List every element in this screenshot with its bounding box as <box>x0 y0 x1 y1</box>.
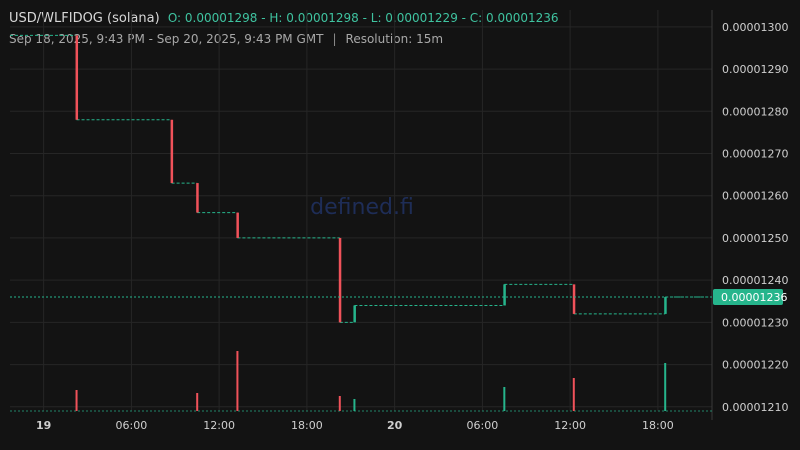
price-step <box>338 237 342 323</box>
volume-bars <box>10 351 712 412</box>
current-price-tag: 0.00001236 <box>713 289 787 306</box>
pair-symbol: USD/WLFIDOG (solana) <box>9 11 160 26</box>
volume-bar <box>572 378 575 411</box>
chart-grid <box>10 10 713 420</box>
ohlc-readout: O: 0.00001298 - H: 0.00001298 - L: 0.000… <box>167 11 559 25</box>
x-tick-label: 12:00 <box>554 419 586 432</box>
price-tag-bg <box>713 289 783 306</box>
y-tick-label: 0.00001230 <box>722 316 788 329</box>
x-tick-label: 06:00 <box>116 419 148 432</box>
volume-bar <box>353 399 356 411</box>
chart-header-title: USD/WLFIDOG (solana) O: 0.00001298 - H: … <box>9 11 559 26</box>
y-axis: 0.00001210 0.00001220 0.00001230 0.00001240… <box>722 21 788 414</box>
price-tag-label: 0.00001236 <box>721 291 787 304</box>
price-step <box>353 305 356 323</box>
x-tick-label: 12:00 <box>203 419 235 432</box>
x-tick-label: 19 <box>36 419 51 432</box>
volume-bar <box>664 363 667 411</box>
y-tick-label: 0.00001290 <box>722 63 788 76</box>
volume-bar <box>503 387 506 411</box>
y-tick-label: 0.00001250 <box>722 232 788 245</box>
x-tick-label: 20 <box>387 419 403 432</box>
x-tick-label: 18:00 <box>642 419 674 432</box>
x-tick-label: 18:00 <box>291 419 323 432</box>
date-range: Sep 18, 2025, 9:43 PM - Sep 20, 2025, 9:… <box>9 32 324 46</box>
x-axis: 19 06:00 12:00 18:00 20 06:00 12:00 18:00 <box>36 419 674 432</box>
x-tick-label: 06:00 <box>467 419 499 432</box>
price-step <box>196 183 199 213</box>
volume-bar <box>338 396 341 411</box>
watermark-text: defined.fi <box>310 195 414 220</box>
y-tick-label: 0.00001260 <box>722 190 788 203</box>
y-tick-label: 0.00001220 <box>722 359 788 372</box>
price-step <box>664 297 667 314</box>
volume-bar <box>75 390 78 411</box>
header-separator: | <box>332 32 337 46</box>
y-tick-label: 0.00001270 <box>722 148 788 161</box>
y-tick-label: 0.00001300 <box>722 21 788 34</box>
volume-bar <box>236 351 239 411</box>
volume-bar <box>196 393 199 411</box>
y-tick-label: 0.00001280 <box>722 105 788 118</box>
price-step <box>170 119 174 184</box>
y-tick-label: 0.00001210 <box>722 401 788 414</box>
price-step <box>503 284 506 306</box>
price-step <box>75 35 79 120</box>
price-step <box>236 212 239 238</box>
y-tick-label: 0.00001240 <box>722 274 788 287</box>
price-steps <box>75 35 667 323</box>
price-step <box>572 284 576 314</box>
price-levels <box>10 34 712 323</box>
